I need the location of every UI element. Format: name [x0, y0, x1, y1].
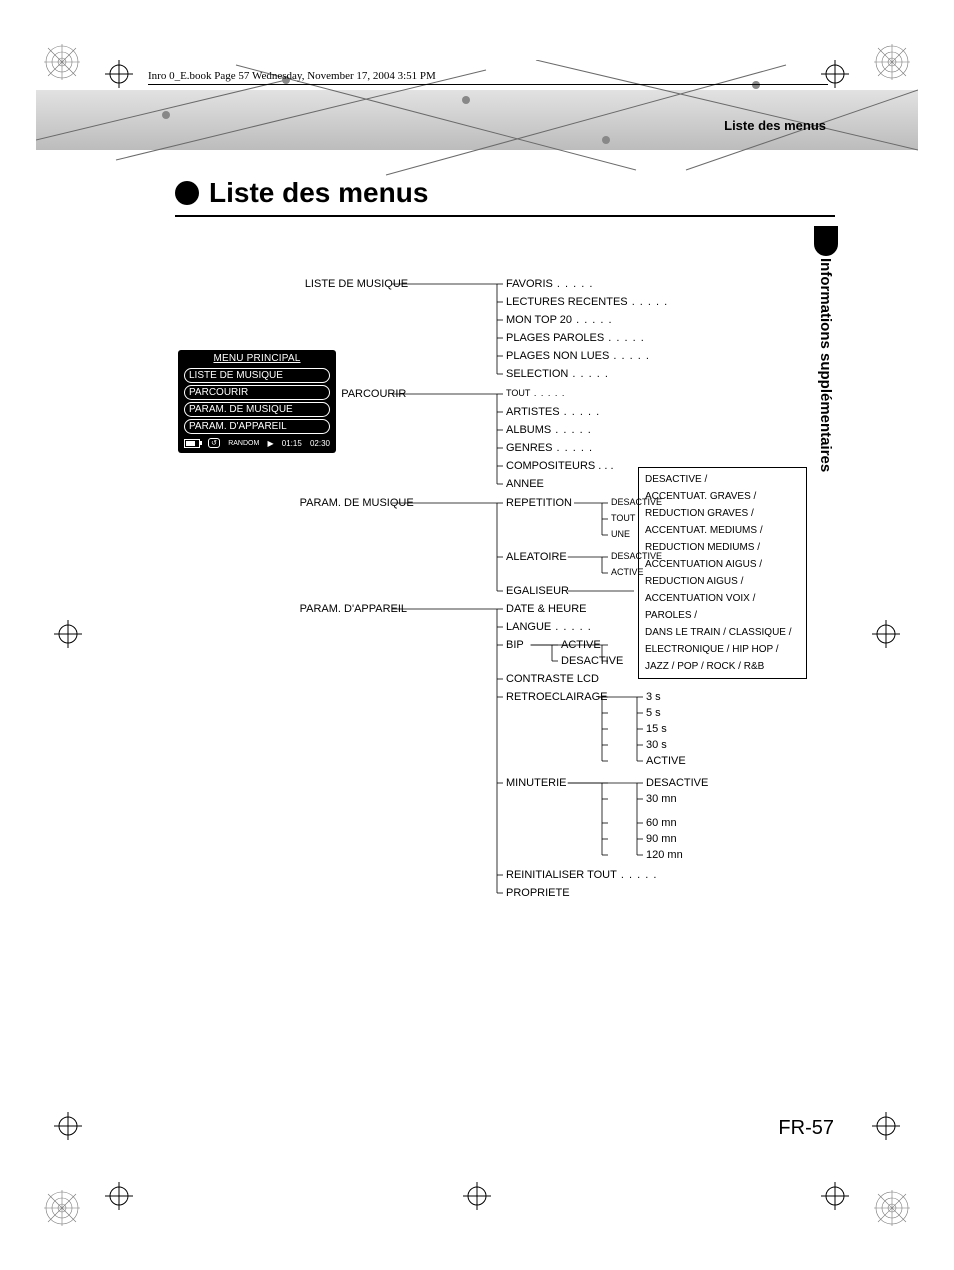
tree-sub-label: 90 mn [646, 833, 677, 845]
title-bullet-icon [175, 181, 199, 205]
tree-child-label: LECTURES RECENTES [506, 296, 668, 308]
page-number: FR-57 [778, 1117, 834, 1140]
battery-icon [184, 439, 200, 448]
tree-child-label: PLAGES PAROLES [506, 332, 645, 344]
tree-child-label: SELECTION [506, 368, 609, 380]
tree-root-label: PARCOURIR [341, 388, 406, 400]
tree-child-label: DATE & HEURE [506, 603, 586, 615]
device-menu-row: LISTE DE MUSIQUE [184, 368, 330, 383]
tree-sub-label: 30 s [646, 739, 667, 751]
tree-sub-label: DESACTIVE [646, 777, 708, 789]
equaliser-options-box: DESACTIVE /ACCENTUAT. GRAVES /REDUCTION … [638, 467, 807, 679]
equaliser-option: REDUCTION GRAVES / [645, 505, 800, 522]
device-menu-row: PARAM. DE MUSIQUE [184, 402, 330, 417]
regmark-left-bot [54, 1112, 82, 1140]
tree-child-label: ALBUMS [506, 424, 592, 436]
tree-child-label: FAVORIS [506, 278, 593, 290]
tree-child-label: CONTRASTE LCD [506, 673, 599, 685]
equaliser-option: ACCENTUAT. MEDIUMS / [645, 522, 800, 539]
tree-child-label: ALEATOIRE [506, 551, 567, 563]
regmark-right-bot [872, 1112, 900, 1140]
elapsed-time: 01:15 [282, 439, 302, 448]
equaliser-option: PAROLES / [645, 607, 800, 624]
tree-sub-label: TOUT [611, 513, 635, 523]
tree-child-label: ANNEE [506, 478, 544, 490]
tree-root-label: PARAM. DE MUSIQUE [300, 497, 414, 509]
tree-child-label: TOUT [506, 388, 565, 398]
tree-child-label: MINUTERIE [506, 777, 567, 789]
regmark-bot-left [105, 1182, 133, 1210]
equaliser-option: ACCENTUAT. GRAVES / [645, 488, 800, 505]
tree-sub-label: 60 mn [646, 817, 677, 829]
tree-child-label: PLAGES NON LUES [506, 350, 650, 362]
tree-child-label: REINITIALISER TOUT [506, 869, 657, 881]
tree-child-label: RETROECLAIRAGE [506, 691, 607, 703]
tree-sub-label: 120 mn [646, 849, 683, 861]
equaliser-option: DANS LE TRAIN / CLASSIQUE / [645, 624, 800, 641]
device-menu-row: PARAM. D'APPAREIL [184, 419, 330, 434]
tree-child-label: COMPOSITEURS . . . [506, 460, 614, 472]
tree-sub-label: 30 mn [646, 793, 677, 805]
play-icon: ▶ [267, 439, 273, 448]
regmark-bot-right [821, 1182, 849, 1210]
equaliser-option: DESACTIVE / [645, 471, 800, 488]
print-rosette-bl [44, 1190, 80, 1226]
tree-sub-label: 15 s [646, 723, 667, 735]
book-header-text: Inro 0_E.book Page 57 Wednesday, Novembe… [148, 70, 436, 82]
tree-sub-label: ACTIVE [561, 639, 601, 651]
tree-sub-label: 3 s [646, 691, 661, 703]
device-title: MENU PRINCIPAL [178, 350, 336, 366]
tree-child-label: BIP [506, 639, 524, 651]
tree-child-label: REPETITION [506, 497, 572, 509]
tree-root-label: PARAM. D'APPAREIL [300, 603, 407, 615]
page-title-text: Liste des menus [209, 177, 428, 209]
side-tab-pill [814, 226, 838, 256]
equaliser-option: JAZZ / POP / ROCK / R&B [645, 658, 800, 675]
tree-child-label: GENRES [506, 442, 593, 454]
page-title: Liste des menus [175, 177, 835, 217]
tree-sub-label: ACTIVE [646, 755, 686, 767]
tree-sub-label: DESACTIVE [561, 655, 623, 667]
tree-child-label: PROPRIETE [506, 887, 570, 899]
tree-child-label: MON TOP 20 [506, 314, 613, 326]
equaliser-option: ACCENTUATION AIGUS / [645, 556, 800, 573]
tree-child-label: LANGUE [506, 621, 592, 633]
device-menu-mock: MENU PRINCIPAL LISTE DE MUSIQUE PARCOURIR… [178, 350, 336, 453]
print-rosette-br [874, 1190, 910, 1226]
total-time: 02:30 [310, 439, 330, 448]
regmark-bot-mid [463, 1182, 491, 1210]
play-mode: RANDOM [228, 440, 259, 447]
device-menu-row: PARCOURIR [184, 385, 330, 400]
equaliser-option: ELECTRONIQUE / HIP HOP / [645, 641, 800, 658]
regmark-left-mid [54, 620, 82, 648]
equaliser-option: ACCENTUATION VOIX / [645, 590, 800, 607]
tree-child-label: EGALISEUR [506, 585, 569, 597]
tree-sub-label: 5 s [646, 707, 661, 719]
running-header-title: Liste des menus [724, 118, 826, 133]
book-header-line: Inro 0_E.book Page 57 Wednesday, Novembe… [148, 70, 828, 85]
repeat-icon: ↺ [208, 438, 220, 448]
equaliser-option: REDUCTION MEDIUMS / [645, 539, 800, 556]
tree-sub-label: UNE [611, 529, 630, 539]
regmark-right-mid [872, 620, 900, 648]
tree-root-label: LISTE DE MUSIQUE [305, 278, 408, 290]
tree-child-label: ARTISTES [506, 406, 600, 418]
device-status-bar: ↺ RANDOM ▶ 01:15 02:30 [178, 436, 336, 451]
equaliser-option: REDUCTION AIGUS / [645, 573, 800, 590]
